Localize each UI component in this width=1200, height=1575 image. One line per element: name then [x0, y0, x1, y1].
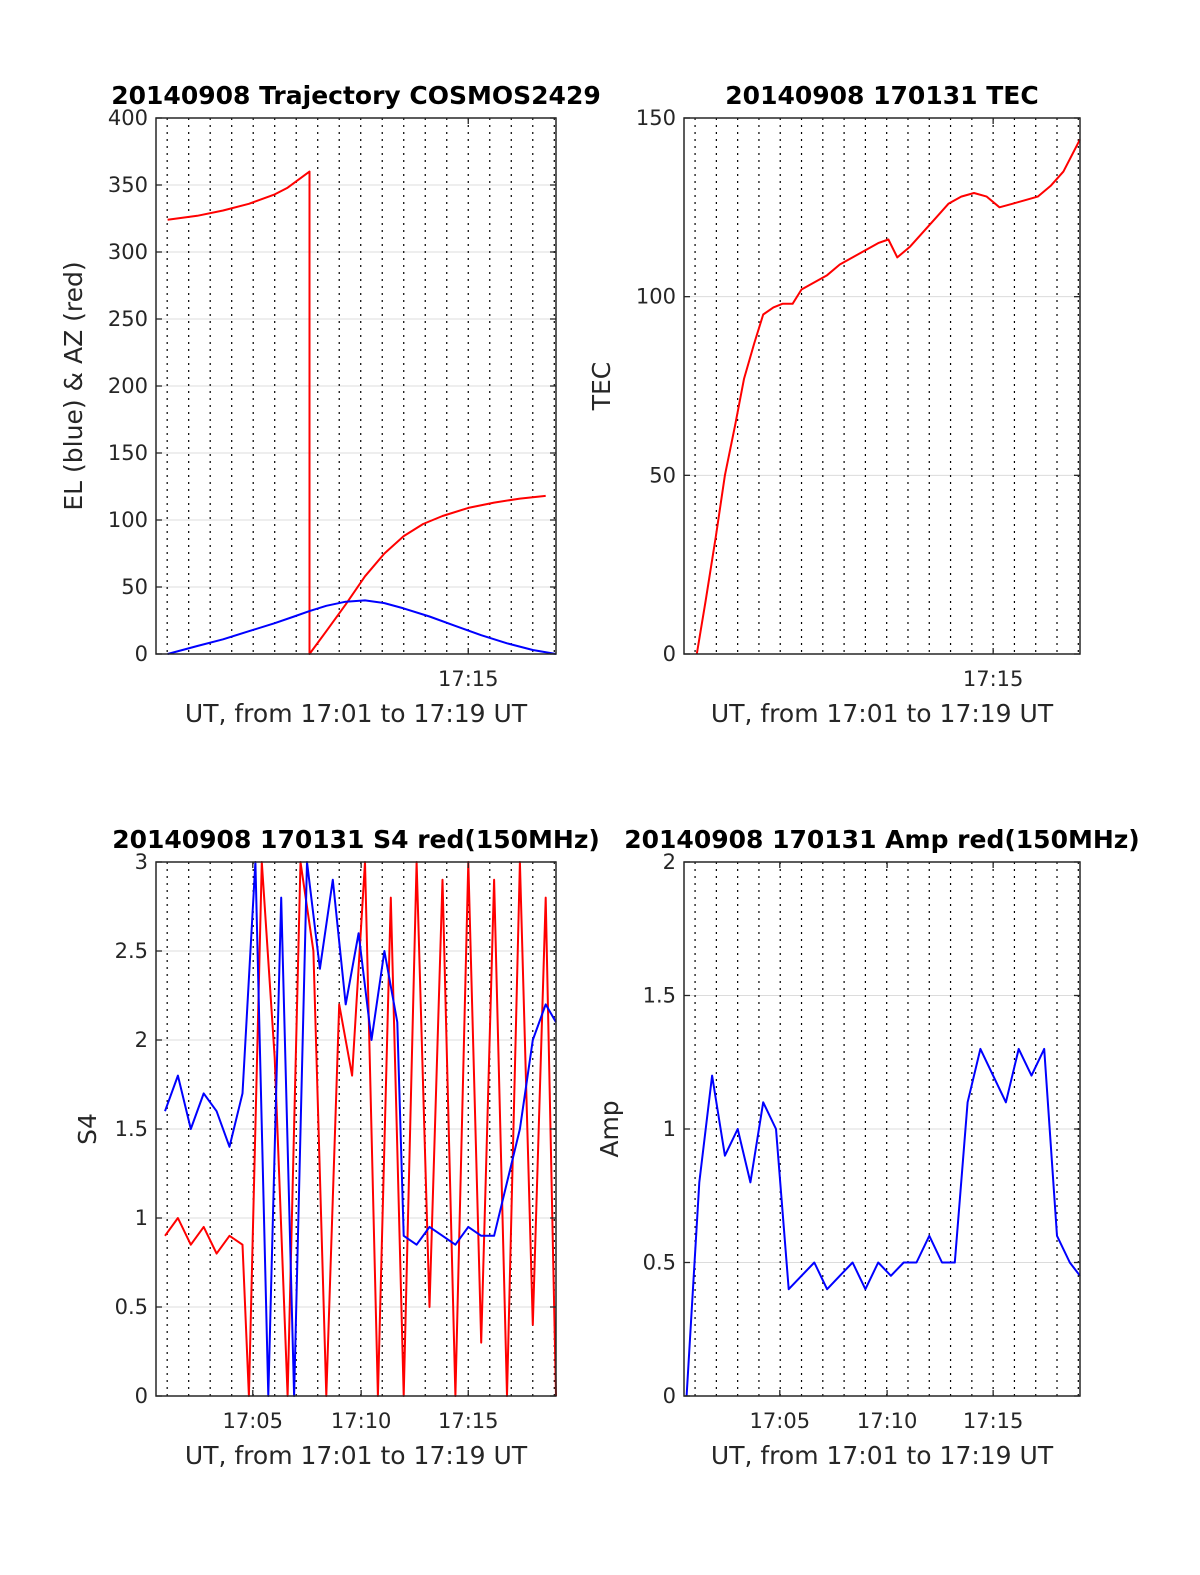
y-tick-label: 300: [108, 240, 148, 264]
y-tick-label: 200: [108, 374, 148, 398]
series-line-1: [164, 861, 557, 1397]
plot-frame: [683, 117, 1081, 655]
y-tick-label: 0: [663, 642, 676, 666]
y-axis-label: TEC: [587, 362, 616, 412]
chart-title: 20140908 170131 Amp red(150MHz): [624, 825, 1140, 854]
x-tick-label: 17:15: [438, 1409, 499, 1433]
y-tick-label: 2: [663, 850, 676, 874]
x-axis-label: UT, from 17:01 to 17:19 UT: [185, 699, 528, 728]
y-tick-label: 1: [663, 1117, 676, 1141]
chart-3: 0 0.5 1 1.5 2 2.5 3 17:05 17:10 17:15 20140908 170…: [73, 825, 600, 1470]
y-tick-label: 150: [636, 106, 676, 130]
series-line-2: [167, 599, 557, 655]
y-tick-label: 1: [135, 1206, 148, 1230]
y-tick-label: 1.5: [643, 984, 676, 1008]
x-tick-label: 17:15: [963, 667, 1024, 691]
x-tick-label: 17:15: [963, 1409, 1024, 1433]
y-tick-label: 350: [108, 173, 148, 197]
x-axis-label: UT, from 17:01 to 17:19 UT: [185, 1441, 528, 1470]
chart-4: 0 0.5 1 1.5 2 17:05 17:10 17:15 20140908 170131 …: [595, 825, 1140, 1470]
x-tick-label: 17:10: [857, 1409, 918, 1433]
x-tick-label: 17:10: [331, 1409, 392, 1433]
x-axis-label: UT, from 17:01 to 17:19 UT: [711, 699, 1054, 728]
series-line-2: [164, 861, 557, 1397]
y-tick-label: 0.5: [115, 1295, 148, 1319]
y-tick-label: 2: [135, 1028, 148, 1052]
x-tick-label: 17:15: [438, 667, 499, 691]
chart-2: 0 50 100 150 17:15 20140908 170131 TEC UT, fro…: [587, 81, 1081, 728]
y-axis-label: EL (blue) & AZ (red): [59, 261, 88, 510]
chart-title: 20140908 170131 TEC: [725, 81, 1038, 110]
y-tick-label: 150: [108, 441, 148, 465]
y-tick-label: 0: [663, 1384, 676, 1408]
y-tick-label: 0.5: [643, 1251, 676, 1275]
series-line-1: [685, 1047, 1081, 1397]
y-tick-label: 3: [135, 850, 148, 874]
y-tick-label: 50: [121, 575, 148, 599]
x-tick-label: 17:05: [750, 1409, 811, 1433]
x-tick-label: 17:05: [223, 1409, 284, 1433]
y-tick-label: 50: [649, 463, 676, 487]
y-axis-label: Amp: [595, 1100, 624, 1157]
y-tick-label: 0: [135, 642, 148, 666]
y-tick-label: 1.5: [115, 1117, 148, 1141]
series-line-1: [695, 138, 1081, 655]
chart-title: 20140908 170131 S4 red(150MHz): [112, 825, 600, 854]
y-tick-label: 400: [108, 106, 148, 130]
y-tick-label: 250: [108, 307, 148, 331]
y-tick-label: 2.5: [115, 939, 148, 963]
chart-title: 20140908 Trajectory COSMOS2429: [111, 81, 601, 110]
y-axis-label: S4: [73, 1113, 102, 1145]
x-axis-label: UT, from 17:01 to 17:19 UT: [711, 1441, 1054, 1470]
y-tick-label: 100: [108, 508, 148, 532]
y-tick-label: 100: [636, 285, 676, 309]
series-line-1: [167, 170, 546, 655]
chart-1: 0 50 100 150 200 250 300 350 400 17:15 20140908 Tr…: [59, 81, 601, 728]
y-tick-label: 0: [135, 1384, 148, 1408]
